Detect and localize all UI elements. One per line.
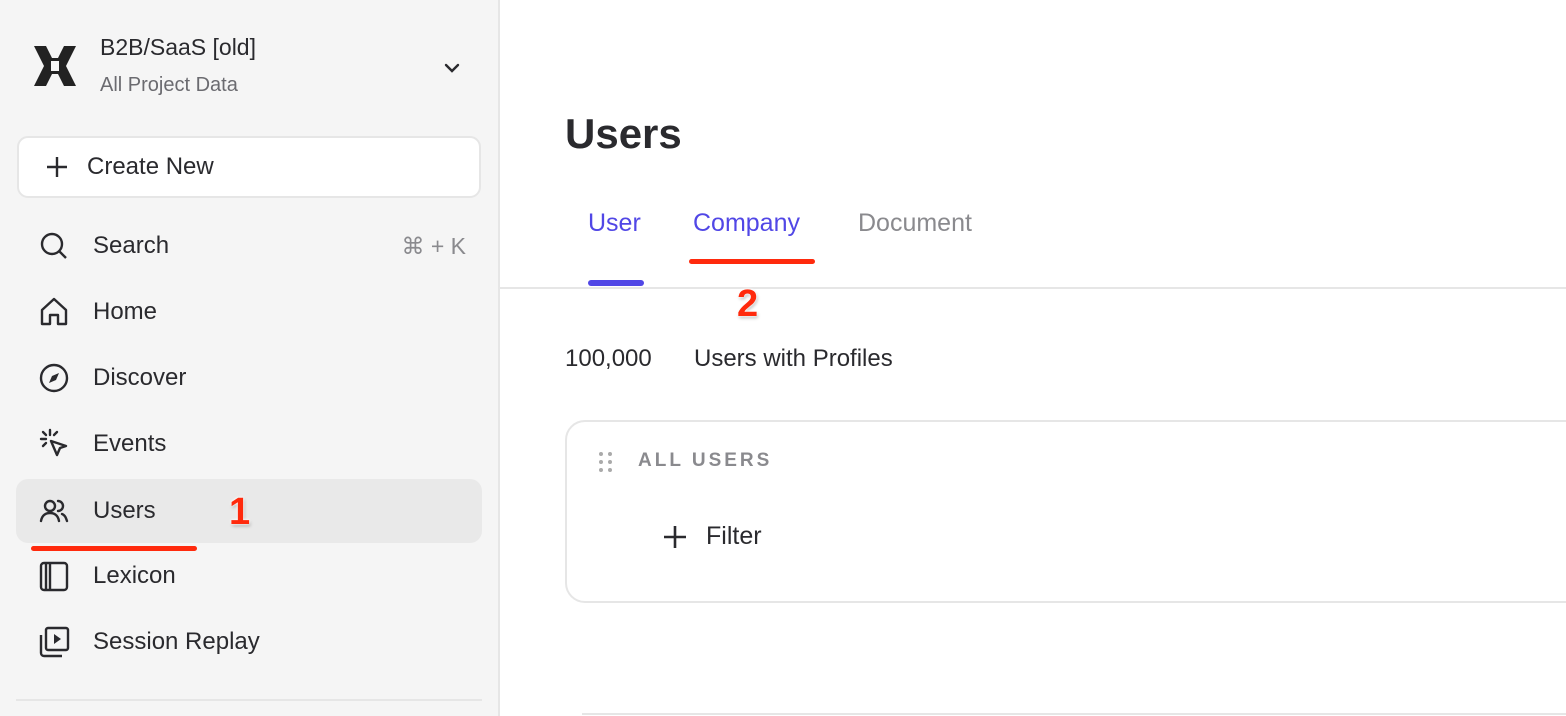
sidebar-item-label: Search	[93, 232, 170, 259]
users-icon	[39, 499, 69, 523]
cursor-click-icon	[39, 428, 68, 457]
project-subtitle: All Project Data	[100, 74, 238, 96]
all-users-card	[565, 420, 1566, 603]
page-title: Users	[565, 110, 682, 157]
tab-document[interactable]: Document	[858, 209, 972, 237]
plus-icon	[664, 525, 686, 548]
sidebar-item-search[interactable]: Search ⌘ + K	[16, 214, 482, 278]
card-title: ALL USERS	[638, 450, 773, 471]
search-icon	[40, 232, 67, 259]
annotation-step-2: 2	[737, 283, 759, 325]
sidebar-divider	[16, 699, 482, 701]
sidebar-item-discover[interactable]: Discover	[16, 346, 482, 410]
annotation-step-1: 1	[229, 491, 251, 533]
plus-icon	[47, 157, 67, 177]
tab-bar-divider	[500, 287, 1566, 289]
sidebar-item-label: Events	[93, 430, 167, 457]
project-title[interactable]: B2B/SaaS [old]	[100, 34, 256, 60]
compass-icon	[39, 363, 69, 393]
sidebar-item-users[interactable]: Users	[16, 479, 482, 543]
create-new-button[interactable]: Create New	[17, 136, 481, 198]
add-filter-button[interactable]: Filter	[662, 522, 762, 551]
play-stack-icon	[39, 626, 70, 658]
search-shortcut: ⌘ + K	[401, 232, 466, 259]
mixpanel-logo-icon	[34, 46, 76, 86]
tab-company[interactable]: Company	[693, 209, 800, 237]
book-icon	[39, 561, 69, 592]
sidebar-item-session-replay[interactable]: Session Replay	[16, 610, 482, 674]
drag-handle-icon[interactable]	[598, 451, 614, 473]
chevron-down-icon[interactable]	[442, 58, 462, 78]
sidebar-item-events[interactable]: Events	[16, 412, 482, 476]
sidebar-item-label: Session Replay	[93, 628, 260, 655]
sidebar: B2B/SaaS [old] All Project Data Create N…	[0, 0, 500, 716]
sidebar-item-lexicon[interactable]: Lexicon	[16, 544, 482, 608]
sidebar-item-label: Discover	[93, 364, 187, 391]
tab-user[interactable]: User	[588, 209, 641, 237]
annotation-underline-users	[31, 546, 197, 551]
profile-count: 100,000	[565, 345, 652, 372]
sidebar-item-label: Users	[93, 497, 156, 524]
active-tab-indicator	[588, 280, 644, 286]
create-new-label: Create New	[87, 153, 214, 180]
home-icon	[40, 297, 68, 326]
sidebar-item-home[interactable]: Home	[16, 280, 482, 344]
profile-count-label: Users with Profiles	[694, 345, 893, 372]
annotation-underline-company	[689, 259, 815, 264]
section-divider	[582, 713, 1566, 715]
sidebar-item-label: Home	[93, 298, 158, 325]
sidebar-item-label: Lexicon	[93, 562, 176, 589]
filter-label: Filter	[706, 522, 762, 550]
